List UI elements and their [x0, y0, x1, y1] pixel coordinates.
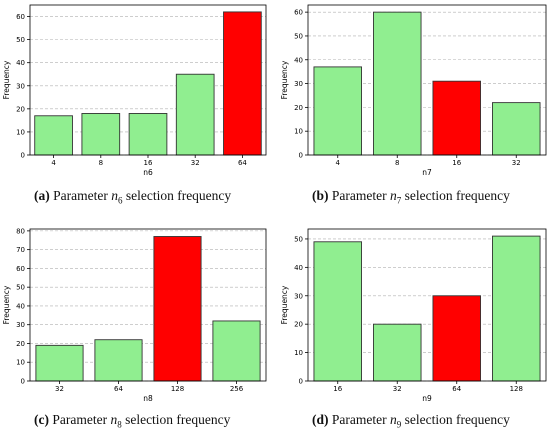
x-tick-label: 32 — [512, 159, 521, 167]
y-tick-label: 20 — [16, 340, 25, 348]
y-tick-label: 10 — [16, 359, 25, 367]
bar — [94, 339, 143, 382]
x-tick-label: 8 — [99, 159, 103, 167]
y-tick-label: 20 — [16, 105, 25, 113]
caption-a: (a) Parameter n6 selection frequency — [34, 188, 232, 206]
bar — [313, 66, 362, 156]
chart-panel-n8: 0 10 20 30 40 50 60 70 80 32 64 128 256 n8 Frequency — [0, 224, 272, 404]
chart-panel-n6: 0 10 20 30 40 50 60 4 8 16 32 64 n6 Frequency — [0, 0, 272, 180]
y-tick-label: 40 — [16, 59, 25, 67]
chart-panel-n7: 0 10 20 30 40 50 60 4 8 16 32 n7 Frequency — [278, 0, 550, 180]
plot-frame — [29, 228, 267, 382]
x-axis-label: n6 — [143, 168, 153, 177]
x-tick-label: 32 — [393, 385, 402, 393]
y-tick-label: 0 — [299, 378, 303, 386]
chart-n9: 0 10 20 30 40 50 16 32 64 128 n9 Frequency — [280, 228, 547, 403]
y-axis-label: Frequency — [2, 285, 11, 324]
y-tick-label: 40 — [294, 264, 303, 272]
plot-frame — [29, 4, 267, 156]
x-tick-label: 32 — [55, 385, 64, 393]
x-tick-label: 32 — [191, 159, 200, 167]
x-tick-label: 64 — [114, 385, 123, 393]
y-tick-label: 80 — [16, 227, 25, 235]
plot-frame — [307, 228, 547, 382]
x-tick-label: 128 — [171, 385, 184, 393]
bar — [128, 113, 168, 156]
chart-n8: 0 10 20 30 40 50 60 70 80 32 64 128 256 n8 Frequency — [2, 227, 267, 403]
bar-highlight — [223, 11, 262, 156]
y-tick-label: 30 — [16, 82, 25, 90]
y-axis-label: Frequency — [2, 60, 11, 99]
y-tick-label: 30 — [16, 321, 25, 329]
bar — [35, 344, 84, 382]
caption-d: (d) Parameter n9 selection frequency — [312, 412, 510, 430]
bar — [313, 241, 362, 382]
y-tick-label: 40 — [294, 56, 303, 64]
x-tick-label: 16 — [333, 385, 342, 393]
y-tick-label: 0 — [21, 378, 25, 386]
y-tick-label: 60 — [294, 9, 303, 17]
bar-highlight — [432, 80, 481, 156]
x-tick-label: 4 — [51, 159, 56, 167]
y-tick-label: 50 — [294, 32, 303, 40]
y-tick-label: 20 — [294, 321, 303, 329]
y-tick-label: 30 — [294, 292, 303, 300]
y-tick-label: 10 — [294, 128, 303, 136]
x-axis-label: n9 — [422, 394, 432, 403]
chart-n7: 0 10 20 30 40 50 60 4 8 16 32 n7 Frequency — [280, 4, 547, 177]
x-axis-label: n8 — [143, 394, 153, 403]
y-tick-label: 50 — [16, 36, 25, 44]
bar — [81, 113, 121, 156]
y-tick-label: 0 — [21, 152, 25, 160]
x-tick-label: 64 — [238, 159, 247, 167]
bar — [212, 320, 261, 382]
x-axis-label: n7 — [422, 168, 432, 177]
y-tick-label: 50 — [16, 284, 25, 292]
chart-panel-n9: 0 10 20 30 40 50 16 32 64 128 n9 Frequency — [278, 224, 550, 404]
x-tick-label: 256 — [230, 385, 244, 393]
x-tick-label: 8 — [395, 159, 399, 167]
y-axis-label: Frequency — [280, 285, 289, 324]
caption-c: (c) Parameter n8 selection frequency — [34, 412, 231, 430]
x-tick-label: 4 — [336, 159, 341, 167]
bar — [372, 323, 422, 382]
y-tick-label: 10 — [16, 128, 25, 136]
chart-n6: 0 10 20 30 40 50 60 4 8 16 32 64 n6 Frequency — [2, 4, 267, 177]
bar — [491, 235, 541, 382]
y-tick-label: 70 — [16, 246, 25, 254]
x-tick-label: 16 — [144, 159, 153, 167]
y-tick-label: 30 — [294, 80, 303, 88]
bar — [34, 115, 73, 156]
y-tick-label: 10 — [294, 349, 303, 357]
bar — [491, 102, 541, 156]
y-tick-label: 20 — [294, 104, 303, 112]
y-tick-label: 40 — [16, 302, 25, 310]
bar — [372, 11, 422, 156]
y-axis-label: Frequency — [280, 60, 289, 99]
plot-frame — [307, 4, 547, 156]
bar-highlight — [432, 295, 481, 382]
x-tick-label: 16 — [452, 159, 461, 167]
caption-b: (b) Parameter n7 selection frequency — [312, 188, 510, 206]
x-tick-label: 64 — [452, 385, 461, 393]
bar — [175, 73, 215, 156]
y-tick-label: 60 — [16, 265, 25, 273]
y-tick-label: 60 — [16, 13, 25, 21]
bar-highlight — [153, 236, 202, 382]
x-tick-label: 128 — [510, 385, 523, 393]
y-tick-label: 0 — [299, 152, 303, 160]
y-tick-label: 50 — [294, 235, 303, 243]
